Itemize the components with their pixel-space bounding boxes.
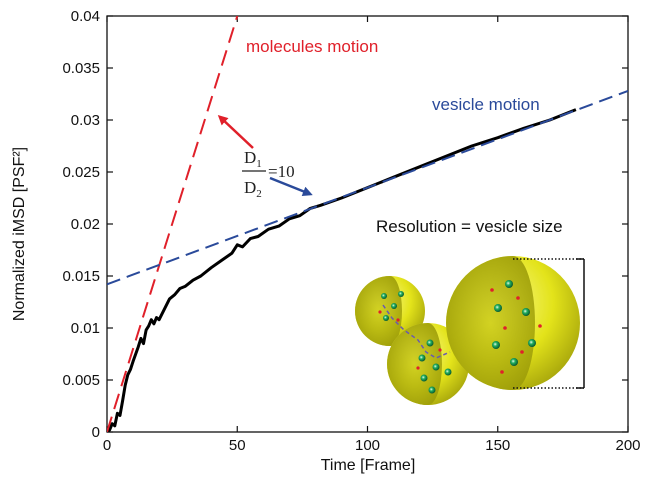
y-tick-label: 0.03	[71, 112, 100, 129]
ratio-value: =10	[268, 162, 295, 181]
axis-ticks: 0 50 100 150 200 0 0.005 0.01 0.015 0.02 0.025 0.03…	[62, 8, 640, 454]
ratio-numerator: D1	[244, 148, 262, 170]
series-group	[107, 16, 628, 432]
vesicle-motion-label: vesicle motion	[432, 95, 540, 114]
y-tick-label: 0.01	[71, 320, 100, 337]
size-scale-bar	[513, 258, 585, 389]
resolution-label: Resolution = vesicle size	[376, 217, 563, 236]
diffusion-ratio: D1 D2 =10	[242, 148, 295, 200]
x-axis-label: Time [Frame]	[321, 457, 416, 474]
y-tick-label: 0.02	[71, 216, 100, 233]
arrow-to-molecules	[217, 114, 254, 149]
y-axis-label: Normalized iMSD [PSF²]	[11, 147, 28, 321]
ratio-denominator: D2	[244, 178, 262, 200]
x-tick-label: 0	[103, 437, 111, 454]
molecules-motion-label: molecules motion	[246, 37, 378, 56]
y-tick-label: 0.005	[62, 372, 100, 389]
vesicle-medium	[387, 323, 469, 405]
arrow-to-vesicle	[269, 176, 313, 197]
x-tick-label: 50	[229, 437, 246, 454]
x-tick-label: 150	[485, 437, 510, 454]
vesicle-illustration	[355, 256, 585, 405]
x-tick-label: 100	[355, 437, 380, 454]
y-tick-label: 0.015	[62, 268, 100, 285]
vesicle-motion-line	[107, 89, 628, 286]
y-tick-label: 0.04	[71, 8, 100, 25]
molecules-motion-line	[107, 16, 239, 432]
vesicle-large	[446, 256, 580, 390]
trajectory-path	[382, 304, 451, 359]
x-tick-label: 200	[615, 437, 640, 454]
y-tick-label: 0	[92, 424, 100, 441]
y-tick-label: 0.025	[62, 164, 100, 181]
y-tick-label: 0.035	[62, 60, 100, 77]
measured-imsd-line	[107, 108, 577, 432]
